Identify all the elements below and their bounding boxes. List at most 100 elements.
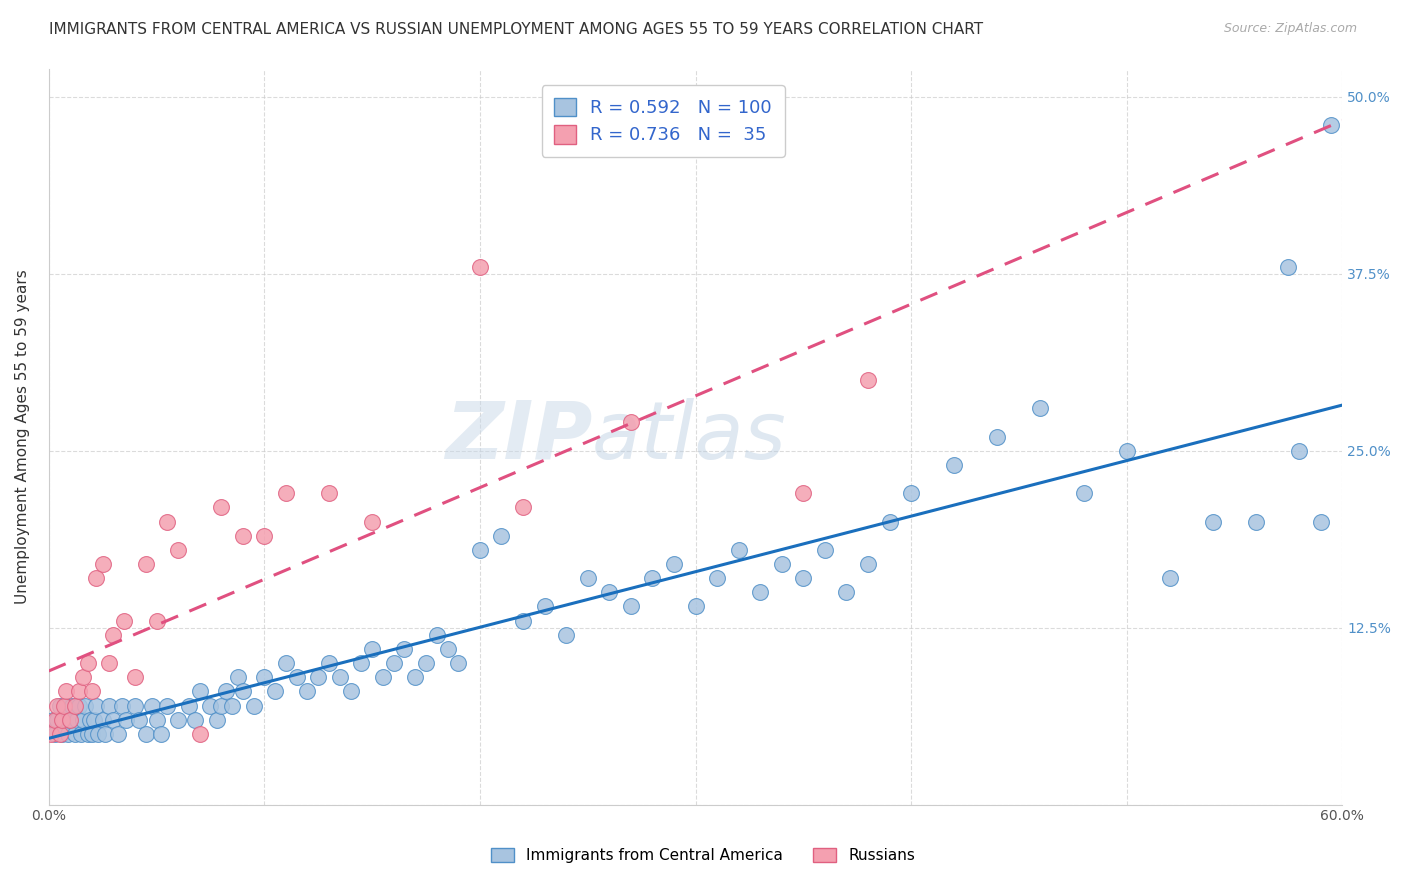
Point <box>361 641 384 656</box>
Point <box>63 727 86 741</box>
Point <box>491 529 513 543</box>
Point <box>80 727 103 741</box>
Point <box>706 571 728 585</box>
Point <box>274 656 297 670</box>
Point <box>205 713 228 727</box>
Point <box>986 429 1008 443</box>
Point <box>792 571 814 585</box>
Point <box>135 727 157 741</box>
Point <box>107 727 129 741</box>
Point <box>1309 515 1331 529</box>
Point <box>641 571 664 585</box>
Point <box>814 542 837 557</box>
Point <box>156 698 179 713</box>
Point <box>253 529 276 543</box>
Text: atlas: atlas <box>592 398 787 475</box>
Point <box>48 727 70 741</box>
Point <box>56 727 79 741</box>
Point <box>91 557 114 571</box>
Point <box>685 599 707 614</box>
Point <box>145 713 167 727</box>
Point <box>156 515 179 529</box>
Point <box>87 727 110 741</box>
Point <box>512 500 534 515</box>
Point <box>468 542 491 557</box>
Text: Source: ZipAtlas.com: Source: ZipAtlas.com <box>1223 22 1357 36</box>
Point <box>128 713 150 727</box>
Point <box>382 656 405 670</box>
Point <box>533 599 555 614</box>
Point <box>415 656 437 670</box>
Point <box>177 698 200 713</box>
Point <box>135 557 157 571</box>
Point <box>51 713 73 727</box>
Point <box>555 628 578 642</box>
Point <box>274 486 297 500</box>
Point <box>44 727 66 741</box>
Point <box>188 684 211 698</box>
Point <box>46 698 69 713</box>
Point <box>66 713 89 727</box>
Point <box>447 656 470 670</box>
Point <box>42 713 65 727</box>
Point <box>318 486 340 500</box>
Point <box>39 727 62 741</box>
Point <box>83 713 105 727</box>
Point <box>214 684 236 698</box>
Y-axis label: Unemployment Among Ages 55 to 59 years: Unemployment Among Ages 55 to 59 years <box>15 269 30 604</box>
Point <box>1202 515 1225 529</box>
Legend: Immigrants from Central America, Russians: Immigrants from Central America, Russian… <box>484 840 922 871</box>
Point <box>76 727 98 741</box>
Point <box>512 614 534 628</box>
Point <box>770 557 793 571</box>
Point <box>149 727 172 741</box>
Point <box>221 698 243 713</box>
Point <box>1029 401 1052 416</box>
Text: ZIP: ZIP <box>444 398 592 475</box>
Point <box>59 713 82 727</box>
Point <box>67 684 90 698</box>
Point <box>72 713 94 727</box>
Point <box>856 373 879 387</box>
Point <box>124 670 146 684</box>
Point <box>620 599 643 614</box>
Point <box>1288 443 1310 458</box>
Point <box>115 713 138 727</box>
Point <box>46 713 69 727</box>
Point <box>394 641 416 656</box>
Point <box>145 614 167 628</box>
Point <box>242 698 264 713</box>
Point <box>52 713 75 727</box>
Point <box>727 542 749 557</box>
Point <box>1073 486 1095 500</box>
Point <box>662 557 685 571</box>
Point <box>253 670 276 684</box>
Point <box>404 670 426 684</box>
Point <box>749 585 772 599</box>
Point <box>209 698 232 713</box>
Point <box>329 670 352 684</box>
Point <box>1277 260 1299 274</box>
Point <box>167 713 190 727</box>
Point <box>84 571 107 585</box>
Point <box>67 698 90 713</box>
Point <box>84 698 107 713</box>
Point <box>79 713 101 727</box>
Point <box>350 656 373 670</box>
Point <box>98 656 121 670</box>
Point <box>200 698 222 713</box>
Point <box>111 698 134 713</box>
Point <box>75 698 97 713</box>
Point <box>141 698 163 713</box>
Point <box>436 641 458 656</box>
Point <box>1115 443 1137 458</box>
Point <box>856 557 879 571</box>
Point <box>598 585 620 599</box>
Point <box>103 628 125 642</box>
Point <box>264 684 287 698</box>
Point <box>91 713 114 727</box>
Point <box>879 515 901 529</box>
Point <box>55 684 77 698</box>
Point <box>112 614 135 628</box>
Point <box>307 670 329 684</box>
